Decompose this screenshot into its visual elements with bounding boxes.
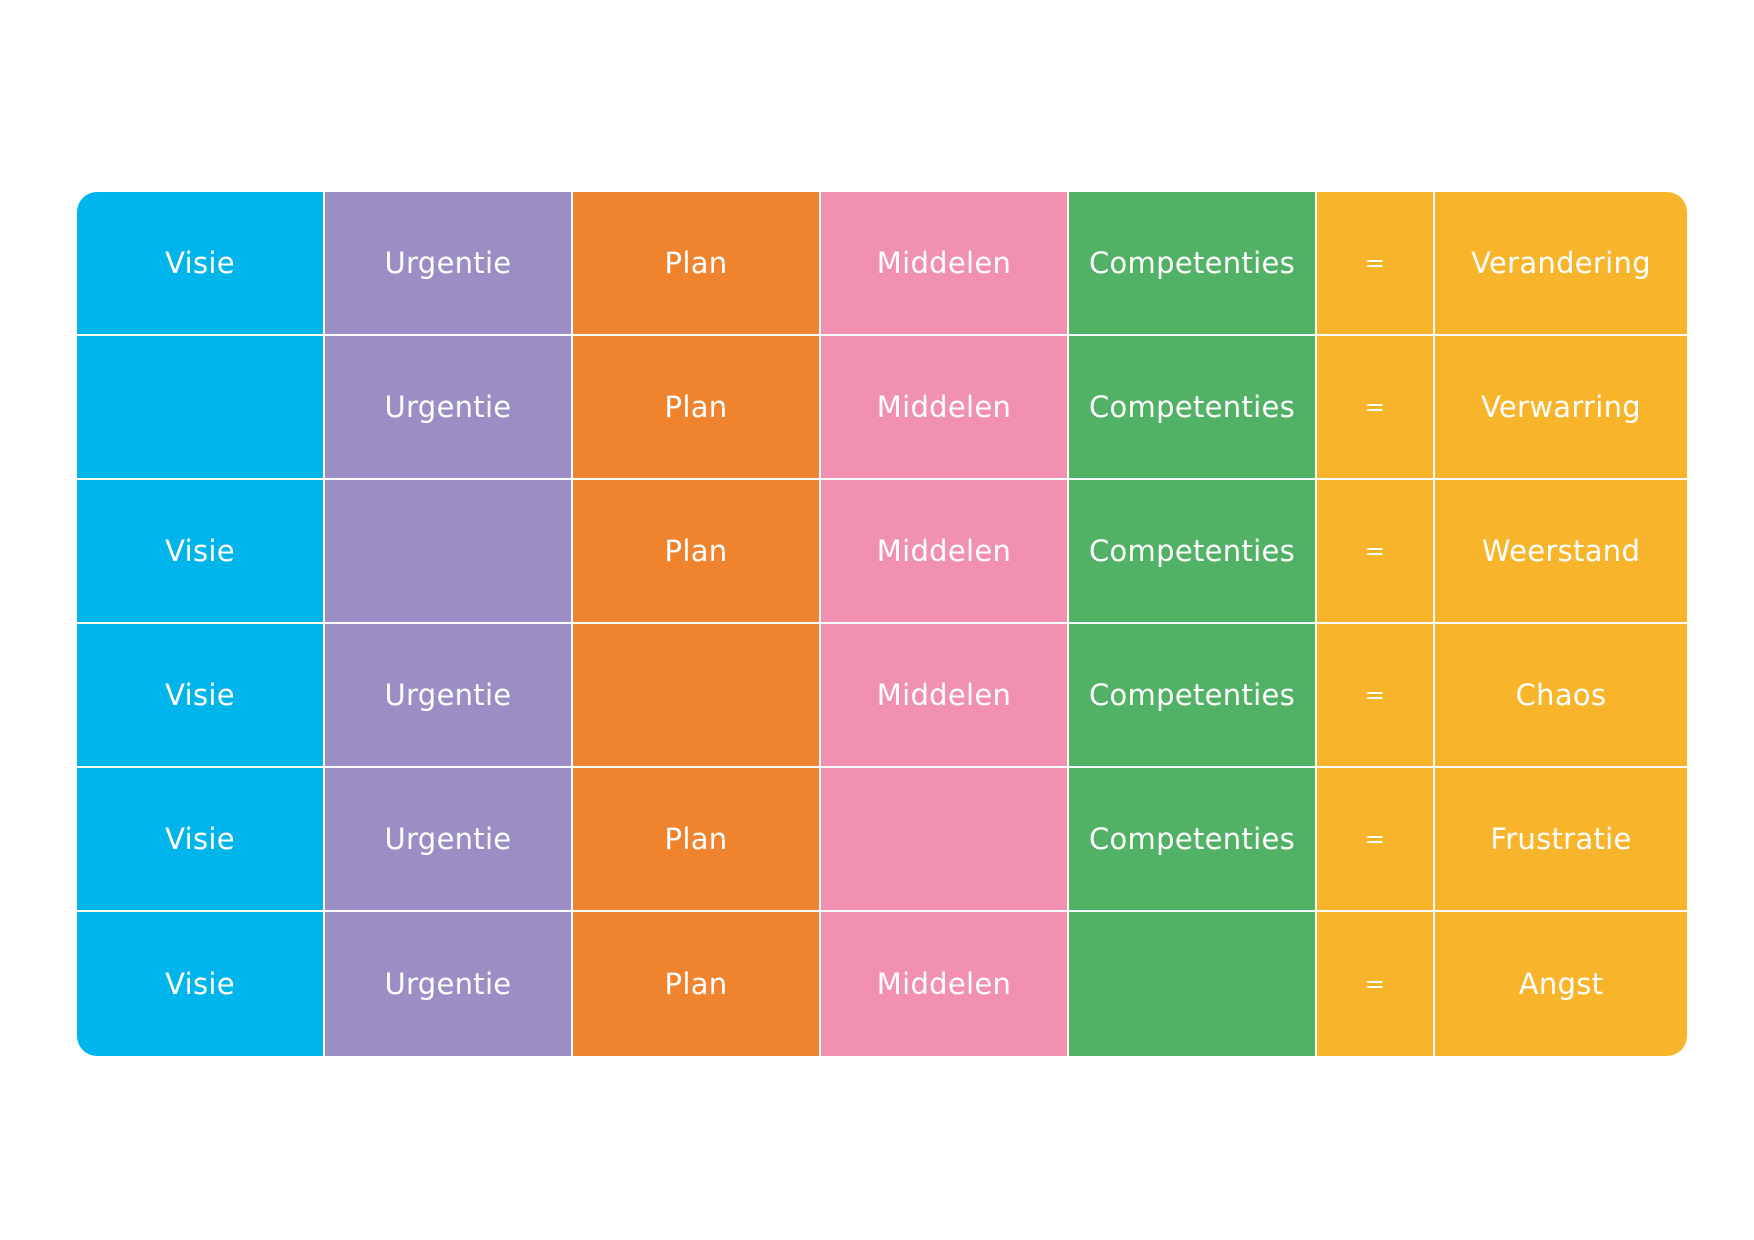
cell-urgentie: Urgentie bbox=[325, 624, 573, 768]
cell-middelen: Middelen bbox=[821, 192, 1069, 336]
cell-plan: Plan bbox=[573, 768, 821, 912]
cell-middelen: Middelen bbox=[821, 480, 1069, 624]
equals-sign: = bbox=[1317, 912, 1435, 1056]
cell-visie: Visie bbox=[77, 480, 325, 624]
cell-urgentie: Urgentie bbox=[325, 768, 573, 912]
cell-visie: Visie bbox=[77, 624, 325, 768]
cell-competenties: Competenties bbox=[1069, 192, 1317, 336]
cell-urgentie: Urgentie bbox=[325, 192, 573, 336]
cell-competenties: Competenties bbox=[1069, 768, 1317, 912]
cell-middelen: Middelen bbox=[821, 912, 1069, 1056]
cell-result: Chaos bbox=[1435, 624, 1687, 768]
equals-sign: = bbox=[1317, 336, 1435, 480]
cell-urgentie bbox=[325, 480, 573, 624]
cell-result: Verwarring bbox=[1435, 336, 1687, 480]
cell-competenties: Competenties bbox=[1069, 480, 1317, 624]
cell-urgentie: Urgentie bbox=[325, 912, 573, 1056]
cell-middelen: Middelen bbox=[821, 624, 1069, 768]
cell-competenties: Competenties bbox=[1069, 624, 1317, 768]
cell-middelen bbox=[821, 768, 1069, 912]
cell-result: Angst bbox=[1435, 912, 1687, 1056]
cell-visie bbox=[77, 336, 325, 480]
cell-visie: Visie bbox=[77, 768, 325, 912]
cell-result: Weerstand bbox=[1435, 480, 1687, 624]
cell-visie: Visie bbox=[77, 192, 325, 336]
cell-competenties bbox=[1069, 912, 1317, 1056]
change-matrix: Visie Urgentie Plan Middelen Competentie… bbox=[77, 192, 1687, 1056]
cell-plan bbox=[573, 624, 821, 768]
cell-plan: Plan bbox=[573, 480, 821, 624]
cell-plan: Plan bbox=[573, 912, 821, 1056]
cell-middelen: Middelen bbox=[821, 336, 1069, 480]
equals-sign: = bbox=[1317, 480, 1435, 624]
equals-sign: = bbox=[1317, 624, 1435, 768]
cell-plan: Plan bbox=[573, 336, 821, 480]
equals-sign: = bbox=[1317, 768, 1435, 912]
cell-urgentie: Urgentie bbox=[325, 336, 573, 480]
equals-sign: = bbox=[1317, 192, 1435, 336]
cell-visie: Visie bbox=[77, 912, 325, 1056]
cell-result: Frustratie bbox=[1435, 768, 1687, 912]
cell-result: Verandering bbox=[1435, 192, 1687, 336]
cell-plan: Plan bbox=[573, 192, 821, 336]
cell-competenties: Competenties bbox=[1069, 336, 1317, 480]
